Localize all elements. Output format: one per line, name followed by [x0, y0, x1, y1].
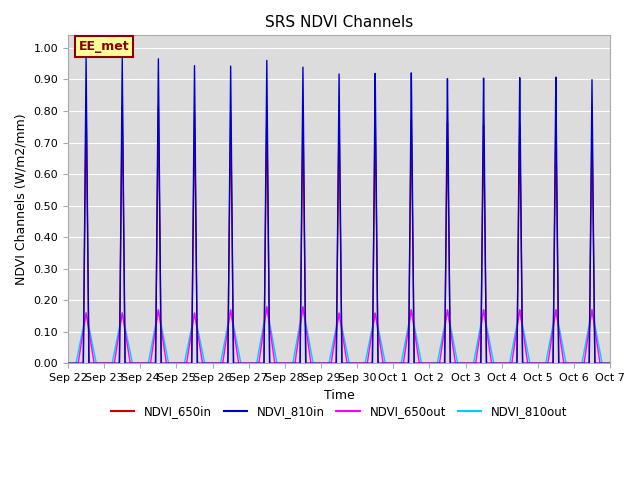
Y-axis label: NDVI Channels (W/m2/mm): NDVI Channels (W/m2/mm): [15, 114, 28, 285]
NDVI_810in: [175, 360, 182, 366]
NDVI_650in: [414, 360, 422, 366]
NDVI_650in: [606, 360, 614, 366]
Line: NDVI_650out: NDVI_650out: [68, 307, 610, 363]
NDVI_810out: [267, 327, 275, 333]
NDVI_650out: [267, 334, 275, 340]
NDVI_810in: [414, 360, 422, 366]
NDVI_650out: [64, 360, 72, 366]
NDVI_810in: [491, 360, 499, 366]
NDVI_810in: [267, 360, 275, 366]
NDVI_650out: [175, 360, 182, 366]
NDVI_650in: [180, 360, 188, 366]
NDVI_810out: [263, 304, 271, 310]
NDVI_650in: [83, 102, 90, 108]
NDVI_650out: [414, 350, 422, 356]
NDVI_810out: [604, 360, 612, 366]
X-axis label: Time: Time: [324, 389, 355, 402]
NDVI_650out: [606, 360, 614, 366]
NDVI_810out: [606, 360, 614, 366]
NDVI_650in: [604, 360, 612, 366]
NDVI_650in: [267, 360, 275, 366]
NDVI_810in: [83, 55, 90, 60]
Title: SRS NDVI Channels: SRS NDVI Channels: [265, 15, 413, 30]
NDVI_810in: [180, 360, 188, 366]
NDVI_810out: [491, 360, 499, 366]
Text: EE_met: EE_met: [79, 40, 129, 53]
NDVI_810out: [180, 360, 188, 366]
NDVI_650out: [180, 360, 188, 366]
NDVI_810out: [175, 360, 182, 366]
NDVI_650in: [175, 360, 182, 366]
NDVI_650out: [604, 360, 612, 366]
NDVI_650in: [64, 360, 72, 366]
NDVI_650out: [491, 360, 499, 366]
NDVI_810out: [414, 341, 422, 347]
NDVI_810in: [604, 360, 612, 366]
NDVI_810in: [64, 360, 72, 366]
Line: NDVI_810out: NDVI_810out: [68, 307, 610, 363]
NDVI_810out: [64, 360, 72, 366]
NDVI_650in: [491, 360, 499, 366]
Line: NDVI_810in: NDVI_810in: [68, 58, 610, 363]
NDVI_650out: [263, 304, 271, 310]
Legend: NDVI_650in, NDVI_810in, NDVI_650out, NDVI_810out: NDVI_650in, NDVI_810in, NDVI_650out, NDV…: [106, 401, 572, 423]
NDVI_810in: [606, 360, 614, 366]
Line: NDVI_650in: NDVI_650in: [68, 105, 610, 363]
